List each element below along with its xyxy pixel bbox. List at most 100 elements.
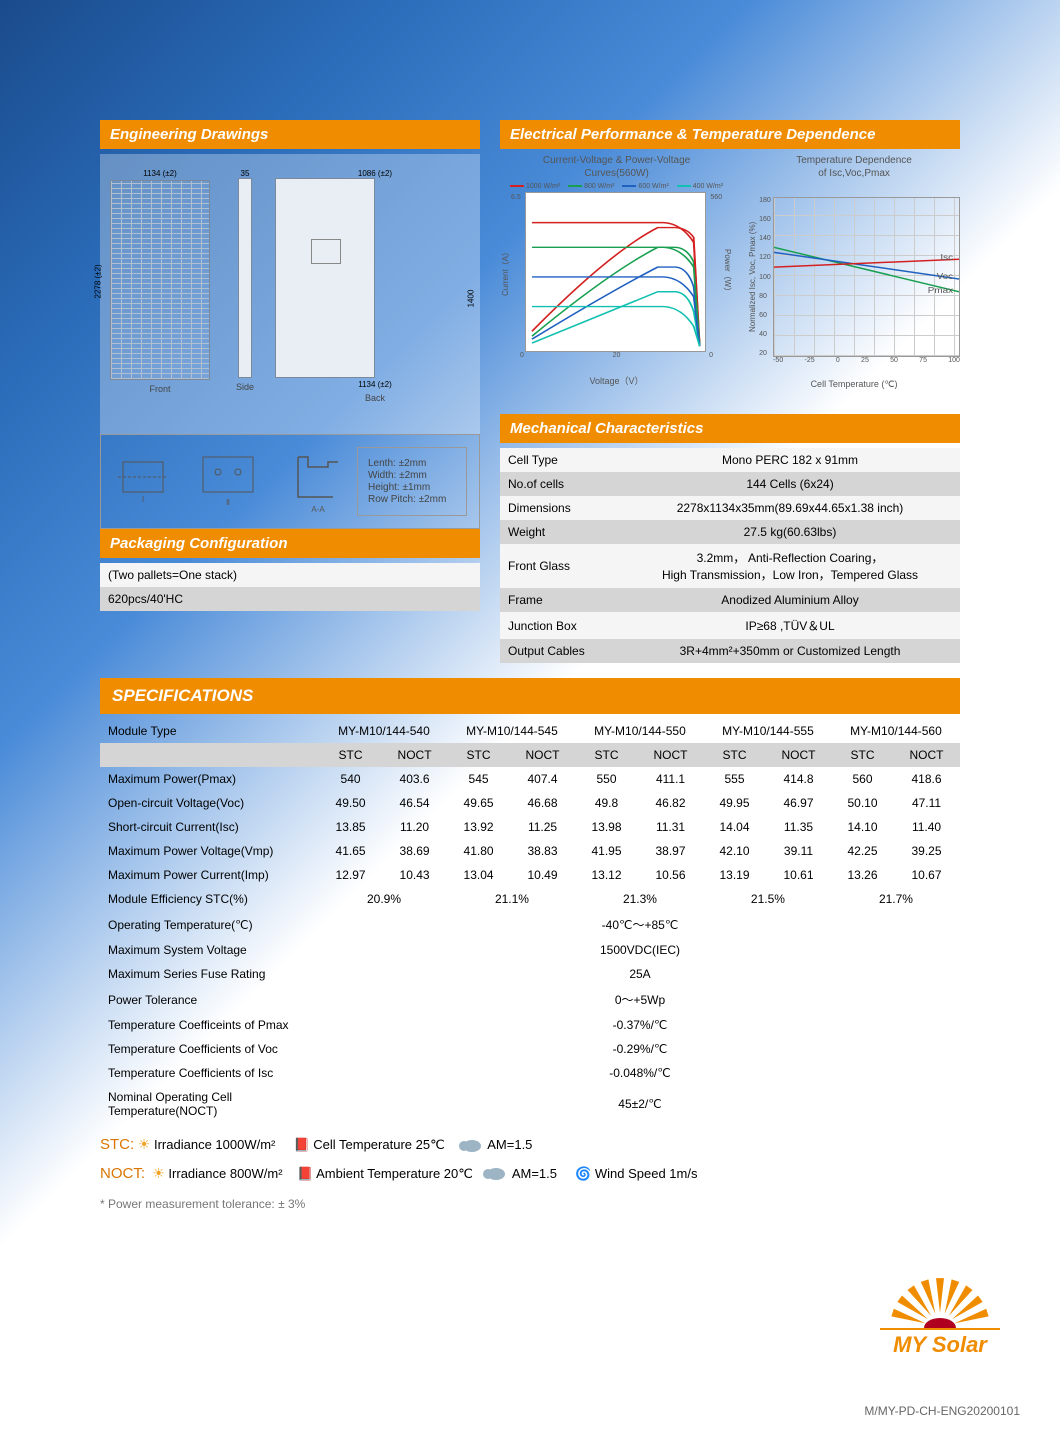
mech-key: Front Glass (500, 544, 620, 588)
spec-val: -0.048%/℃ (320, 1061, 960, 1085)
spec-val: 20.9% (320, 887, 448, 911)
mech-val: 3R+4mm²+350mm or Customized Length (620, 639, 960, 663)
spec-val: 46.97 (765, 791, 832, 815)
spec-val: 38.83 (509, 839, 576, 863)
spec-val: 39.11 (765, 839, 832, 863)
dim-1134-back: 1134 (±2) (275, 380, 475, 389)
noct-am: AM=1.5 (512, 1166, 557, 1181)
temp-dependence-chart: Temperature Dependence of Isc,Voc,Pmax N… (748, 154, 960, 414)
tol-length: Lenth: ±2mm (368, 458, 456, 469)
mechanical-table: Cell TypeMono PERC 182 x 91mmNo.of cells… (500, 448, 960, 663)
spec-cond: STC (320, 743, 381, 767)
mech-val: 2278x1134x35mm(89.69x44.65x1.38 inch) (620, 496, 960, 520)
back-label: Back (275, 393, 475, 403)
spec-val: 13.19 (704, 863, 765, 887)
logo-text: MY Solar (880, 1332, 1000, 1358)
tol-rowpitch: Row Pitch: ±2mm (368, 494, 456, 505)
spec-param-label: Open-circuit Voltage(Voc) (100, 791, 320, 815)
spec-val: 13.26 (832, 863, 893, 887)
spec-val: 13.04 (448, 863, 509, 887)
pack-row2: 620pcs/40'HC (100, 587, 480, 611)
svg-text:Isc: Isc (940, 253, 953, 262)
dim-35-side: 35 (225, 169, 265, 178)
spec-val: 21.3% (576, 887, 704, 911)
spec-param-label: Power Tolerance (100, 986, 320, 1013)
spec-val: 403.6 (381, 767, 448, 791)
spec-val: 12.97 (320, 863, 381, 887)
spec-val: 46.54 (381, 791, 448, 815)
dim-1400: 1400 (467, 290, 476, 308)
specs-header: SPECIFICATIONS (100, 678, 960, 714)
spec-val: 11.31 (637, 815, 704, 839)
spec-val: 13.92 (448, 815, 509, 839)
spec-model: MY-M10/144-545 (448, 719, 576, 743)
sun-icon: ☀ (138, 1136, 151, 1152)
stc-am: AM=1.5 (487, 1137, 532, 1152)
spec-val: 45±2/℃ (320, 1085, 960, 1123)
spec-param-label: Temperature Coefficients of Voc (100, 1037, 320, 1061)
spec-val: 14.10 (832, 815, 893, 839)
spec-model: MY-M10/144-540 (320, 719, 448, 743)
packaging-config-header: Packaging Configuration (100, 529, 480, 558)
spec-param-label: Maximum Series Fuse Rating (100, 962, 320, 986)
spec-val: 10.43 (381, 863, 448, 887)
engineering-drawing-area: 1134 (±2) 2278 (±2) Front 35 Side 1086 (… (100, 154, 480, 434)
spec-val: 11.20 (381, 815, 448, 839)
mech-val: Anodized Aluminium Alloy (620, 588, 960, 612)
spec-val: 1500VDC(IEC) (320, 938, 960, 962)
spec-val: 414.8 (765, 767, 832, 791)
dim-2278-front: 2278 (±2) (94, 264, 103, 298)
spec-val: 555 (704, 767, 765, 791)
cloud-icon (463, 1140, 481, 1152)
spec-param-label: Short-circuit Current(Isc) (100, 815, 320, 839)
packaging-table: (Two pallets=One stack) 620pcs/40'HC (100, 563, 480, 611)
spec-val: 407.4 (509, 767, 576, 791)
spec-val: 49.95 (704, 791, 765, 815)
spec-val: 411.1 (637, 767, 704, 791)
spec-val: 13.12 (576, 863, 637, 887)
elec-perf-header: Electrical Performance & Temperature Dep… (500, 120, 960, 149)
noct-wind: Wind Speed 1m/s (595, 1166, 698, 1181)
mech-val: 144 Cells (6x24) (620, 472, 960, 496)
svg-text:Pmax: Pmax (928, 286, 954, 295)
stc-irradiance: Irradiance 1000W/m² (154, 1137, 275, 1152)
spec-val: -40℃～+85℃ (320, 911, 960, 938)
spec-param-label: Maximum Power Current(Imp) (100, 863, 320, 887)
spec-val: 10.61 (765, 863, 832, 887)
mech-char-header: Mechanical Characteristics (500, 414, 960, 443)
spec-val: 11.40 (893, 815, 960, 839)
mech-key: Frame (500, 588, 620, 612)
spec-cond: STC (832, 743, 893, 767)
mech-val: 27.5 kg(60.63lbs) (620, 520, 960, 544)
spec-param-label: Maximum System Voltage (100, 938, 320, 962)
spec-val: 41.65 (320, 839, 381, 863)
spec-model: MY-M10/144-555 (704, 719, 832, 743)
spec-val: 49.65 (448, 791, 509, 815)
spec-val: 46.82 (637, 791, 704, 815)
spec-val: 49.8 (576, 791, 637, 815)
mech-key: Dimensions (500, 496, 620, 520)
mech-val: IP≥68 ,TÜV＆UL (620, 612, 960, 639)
noct-ambtemp: Ambient Temperature 20℃ (316, 1166, 473, 1181)
stc-label: STC: (100, 1136, 134, 1153)
mech-val: 3.2mm， Anti-Reflection Coaring， High Tra… (620, 544, 960, 588)
spec-val: 0～+5Wp (320, 986, 960, 1013)
spec-val: 13.85 (320, 815, 381, 839)
spec-val: 50.10 (832, 791, 893, 815)
spec-val: 11.35 (765, 815, 832, 839)
spec-val: 25A (320, 962, 960, 986)
specifications-table: Module TypeMY-M10/144-540MY-M10/144-545M… (100, 719, 960, 1123)
spec-cond: STC (448, 743, 509, 767)
mech-val: Mono PERC 182 x 91mm (620, 448, 960, 472)
spec-val: 550 (576, 767, 637, 791)
spec-val: 13.98 (576, 815, 637, 839)
spec-val: 49.50 (320, 791, 381, 815)
spec-param-label: Maximum Power(Pmax) (100, 767, 320, 791)
svg-text:Ⅰ: Ⅰ (142, 495, 144, 504)
spec-val: 21.1% (448, 887, 576, 911)
test-conditions: STC: ☀ Irradiance 1000W/m² 📕 Cell Temper… (100, 1131, 960, 1216)
dim-1134-front: 1134 (±2) (110, 169, 210, 178)
company-logo: MY Solar (880, 1270, 1000, 1358)
document-code: M/MY-PD-CH-ENG20200101 (864, 1404, 1020, 1418)
svg-text:Voc: Voc (936, 272, 953, 281)
